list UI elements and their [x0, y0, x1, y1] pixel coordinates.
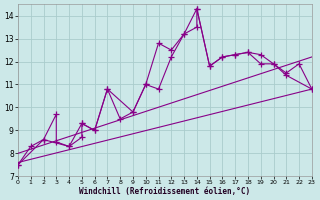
- X-axis label: Windchill (Refroidissement éolien,°C): Windchill (Refroidissement éolien,°C): [79, 187, 251, 196]
